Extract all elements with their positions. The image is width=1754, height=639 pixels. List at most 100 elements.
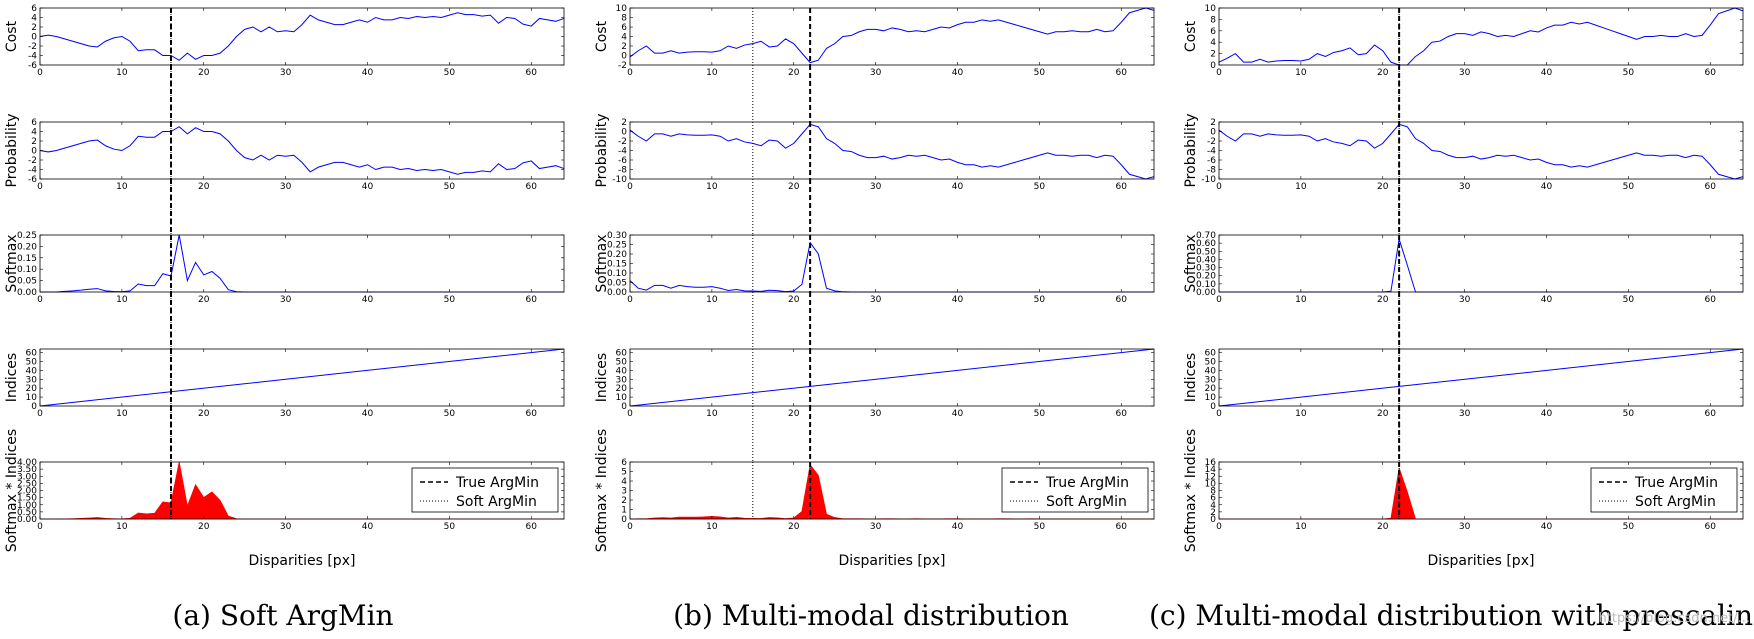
panel-caption: (b) Multi-modal distribution [673,599,1069,632]
axes-frame [629,121,1155,180]
x-tick-label: 40 [1541,522,1553,532]
y-tick-label: -10 [1201,175,1216,185]
x-tick-label: 60 [526,295,538,305]
y-tick-label: 0 [1210,61,1216,71]
x-tick-label: 40 [952,409,964,419]
y-tick-label: 30 [1205,375,1217,385]
axes-frame [629,7,1155,66]
x-tick-label: 0 [1216,295,1222,305]
x-tick-label: 0 [1216,409,1222,419]
line-series [629,348,1155,407]
x-tick-label: 0 [1216,182,1222,192]
y-tick-label: -4 [1207,147,1216,157]
y-axis-label: Probability [4,113,20,187]
x-tick-label: 40 [362,182,374,192]
y-tick-label: -6 [28,61,37,71]
y-tick-label: 0.15 [607,260,627,270]
legend-soft-label: Soft ArgMin [1635,494,1716,510]
x-tick-label: 30 [870,295,882,305]
x-tick-label: 50 [1034,409,1046,419]
y-tick-label: 0.05 [607,279,627,289]
x-tick-label: 50 [1034,522,1046,532]
legend-box [1001,467,1149,513]
x-tick-label: 20 [788,68,800,78]
x-tick-label: 40 [362,409,374,419]
y-tick-label: 10 [1205,479,1217,489]
y-tick-label: -6 [1207,156,1216,166]
y-tick-label: 20 [616,384,628,394]
x-tick-label: 20 [788,295,800,305]
y-tick-label: 3 [621,487,627,497]
x-tick-label: 10 [116,409,128,419]
y-tick-label: 0 [1210,128,1216,138]
x-tick-label: 60 [1705,182,1717,192]
x-tick-label: 40 [952,182,964,192]
panel-caption: (c) Multi-modal distribution with presca… [1149,599,1754,632]
x-tick-label: 50 [1034,295,1046,305]
x-tick-label: 20 [1377,522,1389,532]
x-tick-label: 20 [198,522,210,532]
legend: True ArgMin Soft ArgMin [1001,467,1149,513]
x-tick-label: 20 [1377,409,1389,419]
y-axis-label: Softmax [1183,234,1199,292]
x-tick-label: 30 [1459,68,1471,78]
y-tick-label: 0.60 [1196,239,1216,249]
axes-frame [629,348,1155,407]
legend-true-label: True ArgMin [1045,475,1129,491]
x-tick-label: 0 [627,522,633,532]
subplot-softmax: 0 10 20 30 40 50 60 0.000.050.100.150.200.250.3… [594,231,1155,305]
y-tick-label: 4 [621,33,627,43]
x-tick-label: 20 [1377,182,1389,192]
x-tick-label: 0 [37,182,43,192]
axes-frame [629,234,1155,293]
x-tick-label: 50 [1623,182,1635,192]
y-tick-label: 0.20 [1196,272,1216,282]
y-tick-label: 20 [26,384,38,394]
y-axis-label: Cost [1183,20,1199,52]
y-tick-label: -2 [28,156,37,166]
x-tick-label: 10 [1295,295,1307,305]
y-tick-label: 2 [621,42,627,52]
y-tick-label: 0.15 [17,254,37,264]
y-tick-label: 4 [621,477,627,487]
x-tick-label: 50 [1034,182,1046,192]
x-tick-label: 20 [198,68,210,78]
y-tick-label: 10 [1205,393,1217,403]
x-tick-label: 50 [1034,68,1046,78]
y-tick-label: 0.20 [17,242,37,252]
x-tick-label: 60 [1705,68,1717,78]
y-tick-label: 0.50 [17,508,37,518]
legend-box [411,467,559,513]
y-tick-label: 4 [31,128,37,138]
y-tick-label: 10 [26,393,38,403]
x-tick-label: 10 [1295,68,1307,78]
x-tick-label: 20 [788,182,800,192]
y-axis-label: Probability [594,113,610,187]
y-tick-label: -4 [28,166,37,176]
y-tick-label: -4 [618,147,627,157]
x-tick-label: 10 [116,522,128,532]
x-tick-label: 40 [362,522,374,532]
y-tick-label: -8 [618,166,627,176]
y-tick-label: 0.00 [17,515,37,525]
x-tick-label: 40 [952,522,964,532]
y-tick-label: 60 [1205,349,1217,359]
y-tick-label: 50 [1205,357,1217,367]
y-tick-label: 1.00 [17,501,37,511]
y-tick-label: -4 [28,52,37,62]
x-tick-label: 20 [1377,68,1389,78]
y-tick-label: 0.50 [1196,247,1216,257]
y-tick-label: 2 [31,137,37,147]
line-series [629,7,1155,64]
x-tick-label: 0 [1216,522,1222,532]
x-tick-label: 40 [362,295,374,305]
y-axis-label: Softmax [4,234,20,292]
x-tick-label: 60 [1116,409,1128,419]
y-tick-label: -8 [1207,166,1216,176]
x-tick-label: 50 [1623,522,1635,532]
x-tick-label: 30 [870,522,882,532]
